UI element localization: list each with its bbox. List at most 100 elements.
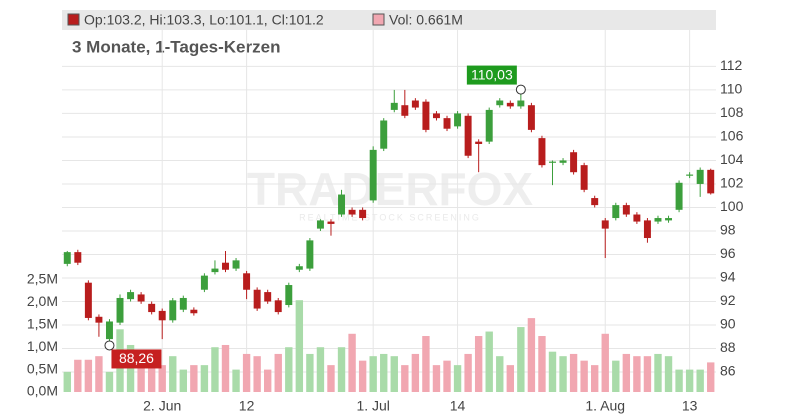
candle-body bbox=[454, 113, 462, 127]
volume-bar bbox=[232, 369, 240, 392]
candle-body bbox=[158, 310, 166, 321]
candle-body bbox=[580, 165, 588, 190]
candle-body bbox=[369, 149, 377, 201]
candle-body bbox=[464, 115, 472, 156]
candle-body bbox=[316, 220, 324, 229]
volume-bar bbox=[622, 353, 631, 392]
volume-tick-label: 1,0M bbox=[27, 338, 58, 354]
candle-body bbox=[549, 161, 556, 163]
volume-info: Vol: 0.661M bbox=[389, 12, 463, 28]
candle-body bbox=[390, 102, 398, 110]
volume-bar bbox=[253, 356, 261, 392]
candle-body bbox=[517, 100, 525, 107]
candle-body bbox=[643, 220, 651, 239]
volume-bar bbox=[569, 353, 578, 392]
volume-bar bbox=[348, 333, 356, 392]
legend-volume-swatch bbox=[372, 13, 385, 26]
volume-bar bbox=[633, 356, 641, 392]
y-tick-label: 98 bbox=[720, 222, 736, 238]
candle-body bbox=[633, 214, 641, 222]
annotation-marker bbox=[104, 340, 115, 351]
volume-bar bbox=[126, 344, 135, 392]
volume-tick-label: 2,5M bbox=[27, 271, 58, 287]
candle-body bbox=[327, 221, 335, 224]
volume-tick-label: 0,0M bbox=[27, 383, 58, 399]
candle-body bbox=[222, 262, 229, 270]
volume-bar bbox=[422, 336, 430, 392]
volume-bar bbox=[401, 365, 409, 392]
y-tick-label: 106 bbox=[720, 128, 744, 144]
candle-body bbox=[116, 297, 124, 323]
volume-tick-label: 2,0M bbox=[27, 293, 58, 309]
candle-body bbox=[348, 209, 356, 215]
volume-bar bbox=[453, 365, 462, 392]
x-tick-label: 14 bbox=[450, 398, 466, 414]
candle-body bbox=[211, 268, 219, 273]
y-tick-label: 90 bbox=[720, 316, 736, 332]
volume-bar bbox=[591, 365, 599, 392]
volume-bar bbox=[169, 356, 177, 392]
candle-body bbox=[475, 141, 483, 144]
candle-body bbox=[506, 102, 514, 107]
volume-tick-label: 1,5M bbox=[27, 316, 58, 332]
candle-body bbox=[380, 120, 388, 149]
candle-body bbox=[74, 252, 82, 263]
candle-body bbox=[591, 198, 599, 206]
volume-bar bbox=[242, 353, 251, 392]
candle-body bbox=[253, 289, 261, 309]
candle-body bbox=[306, 240, 314, 269]
volume-bar bbox=[707, 362, 715, 392]
candle-body bbox=[295, 266, 303, 270]
candle-body bbox=[422, 101, 430, 130]
volume-bar bbox=[95, 356, 103, 392]
volume-bar bbox=[538, 336, 546, 392]
y-tick-label: 104 bbox=[720, 151, 744, 167]
volume-bar bbox=[274, 353, 282, 392]
volume-bar bbox=[63, 371, 71, 392]
volume-bar bbox=[474, 336, 483, 392]
candle-body bbox=[63, 252, 71, 264]
candle-body bbox=[411, 100, 419, 108]
volume-bar bbox=[74, 359, 82, 392]
volume-bar bbox=[685, 369, 694, 392]
candle-body bbox=[686, 174, 694, 176]
volume-bar bbox=[306, 353, 314, 392]
annotation-box bbox=[466, 65, 517, 85]
volume-bar bbox=[411, 353, 420, 392]
volume-bar bbox=[137, 365, 145, 392]
volume-bar bbox=[200, 365, 209, 392]
candle-body bbox=[654, 218, 662, 222]
volume-bar bbox=[84, 359, 93, 392]
candle-body bbox=[148, 303, 156, 313]
annotation-label: 110,03 bbox=[471, 66, 513, 82]
plot: 86 88 90 92 94 96 98 100 102 104 106 108 110 112 2. Ju… bbox=[27, 30, 744, 414]
volume-bar bbox=[664, 356, 673, 392]
candle-body bbox=[601, 220, 609, 229]
candle-body bbox=[496, 100, 504, 106]
volume-bar bbox=[358, 360, 367, 392]
volume-bar bbox=[527, 318, 536, 392]
y-tick-label: 102 bbox=[720, 175, 744, 191]
volume-bar bbox=[675, 369, 683, 392]
volume-bar bbox=[390, 356, 398, 392]
y-tick-label: 96 bbox=[720, 245, 736, 261]
candle-body bbox=[127, 292, 135, 300]
volume-bar bbox=[380, 353, 388, 392]
x-tick-label: 1. Jul bbox=[356, 398, 389, 414]
candle-body bbox=[169, 300, 177, 321]
volume-bar bbox=[654, 353, 662, 392]
volume-bar bbox=[559, 356, 567, 392]
x-tick-label: 12 bbox=[239, 398, 255, 414]
candle-body bbox=[696, 169, 704, 184]
legend-price-swatch bbox=[67, 13, 80, 26]
candle-body bbox=[285, 285, 293, 306]
candle-body bbox=[359, 209, 367, 219]
candle-body bbox=[105, 321, 113, 340]
volume-bar bbox=[548, 351, 557, 392]
x-tick-label: 1. Aug bbox=[585, 398, 625, 414]
candle-body bbox=[527, 105, 535, 130]
candle-body bbox=[443, 118, 451, 129]
volume-bar bbox=[327, 365, 335, 392]
y-tick-label: 86 bbox=[720, 363, 736, 379]
